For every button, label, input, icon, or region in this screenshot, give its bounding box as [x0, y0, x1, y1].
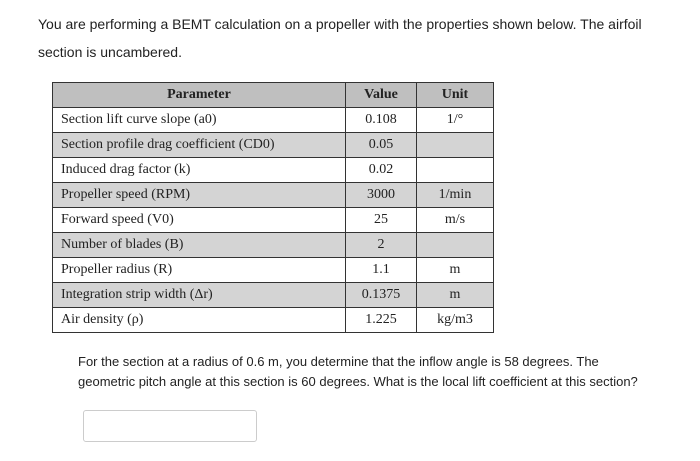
table-row: Air density (ρ) 1.225 kg/m3 — [52, 307, 494, 333]
table-row: Forward speed (V0) 25 m/s — [52, 207, 494, 233]
parameter-cell: Air density (ρ) — [52, 307, 346, 333]
unit-cell — [416, 132, 494, 158]
header-row: Parameter Value Unit — [52, 82, 494, 108]
table-row: Integration strip width (Δr) 0.1375 m — [52, 282, 494, 308]
header-cell: Unit — [416, 82, 494, 108]
parameter-cell: Section profile drag coefficient (CD0) — [52, 132, 346, 158]
unit-cell: m — [416, 257, 494, 283]
parameter-cell: Propeller radius (R) — [52, 257, 346, 283]
value-cell: 0.02 — [345, 157, 417, 183]
unit-cell: m/s — [416, 207, 494, 233]
unit-cell — [416, 232, 494, 258]
parameter-cell: Section lift curve slope (a0) — [52, 107, 346, 133]
value-cell: 0.05 — [345, 132, 417, 158]
value-cell: 25 — [345, 207, 417, 233]
header-cell: Value — [345, 82, 417, 108]
table-row: Induced drag factor (k) 0.02 — [52, 157, 494, 183]
value-cell: 1.1 — [345, 257, 417, 283]
table-row: Propeller speed (RPM) 3000 1/min — [52, 182, 494, 208]
answer-box[interactable] — [83, 410, 257, 442]
parameter-cell: Integration strip width (Δr) — [52, 282, 346, 308]
parameter-cell: Propeller speed (RPM) — [52, 182, 346, 208]
unit-cell: m — [416, 282, 494, 308]
parameter-cell: Induced drag factor (k) — [52, 157, 346, 183]
unit-cell — [416, 157, 494, 183]
unit-cell: kg/m3 — [416, 307, 494, 333]
parameter-cell: Forward speed (V0) — [52, 207, 346, 233]
table-row: Number of blades (B) 2 — [52, 232, 494, 258]
value-cell: 2 — [345, 232, 417, 258]
header-cell: Parameter — [52, 82, 346, 108]
parameter-table: Parameter Value Unit Section lift curve … — [52, 82, 494, 333]
intro-text: You are performing a BEMT calculation on… — [38, 16, 642, 60]
value-cell: 3000 — [345, 182, 417, 208]
unit-cell: 1/° — [416, 107, 494, 133]
table-row: Section profile drag coefficient (CD0) 0.… — [52, 132, 494, 158]
value-cell: 1.225 — [345, 307, 417, 333]
value-cell: 0.108 — [345, 107, 417, 133]
table-row: Section lift curve slope (a0) 0.108 1/° — [52, 107, 494, 133]
value-cell: 0.1375 — [345, 282, 417, 308]
parameter-cell: Number of blades (B) — [52, 232, 346, 258]
unit-cell: 1/min — [416, 182, 494, 208]
question-text: For the section at a radius of 0.6 m, yo… — [78, 354, 638, 389]
table-row: Propeller radius (R) 1.1 m — [52, 257, 494, 283]
